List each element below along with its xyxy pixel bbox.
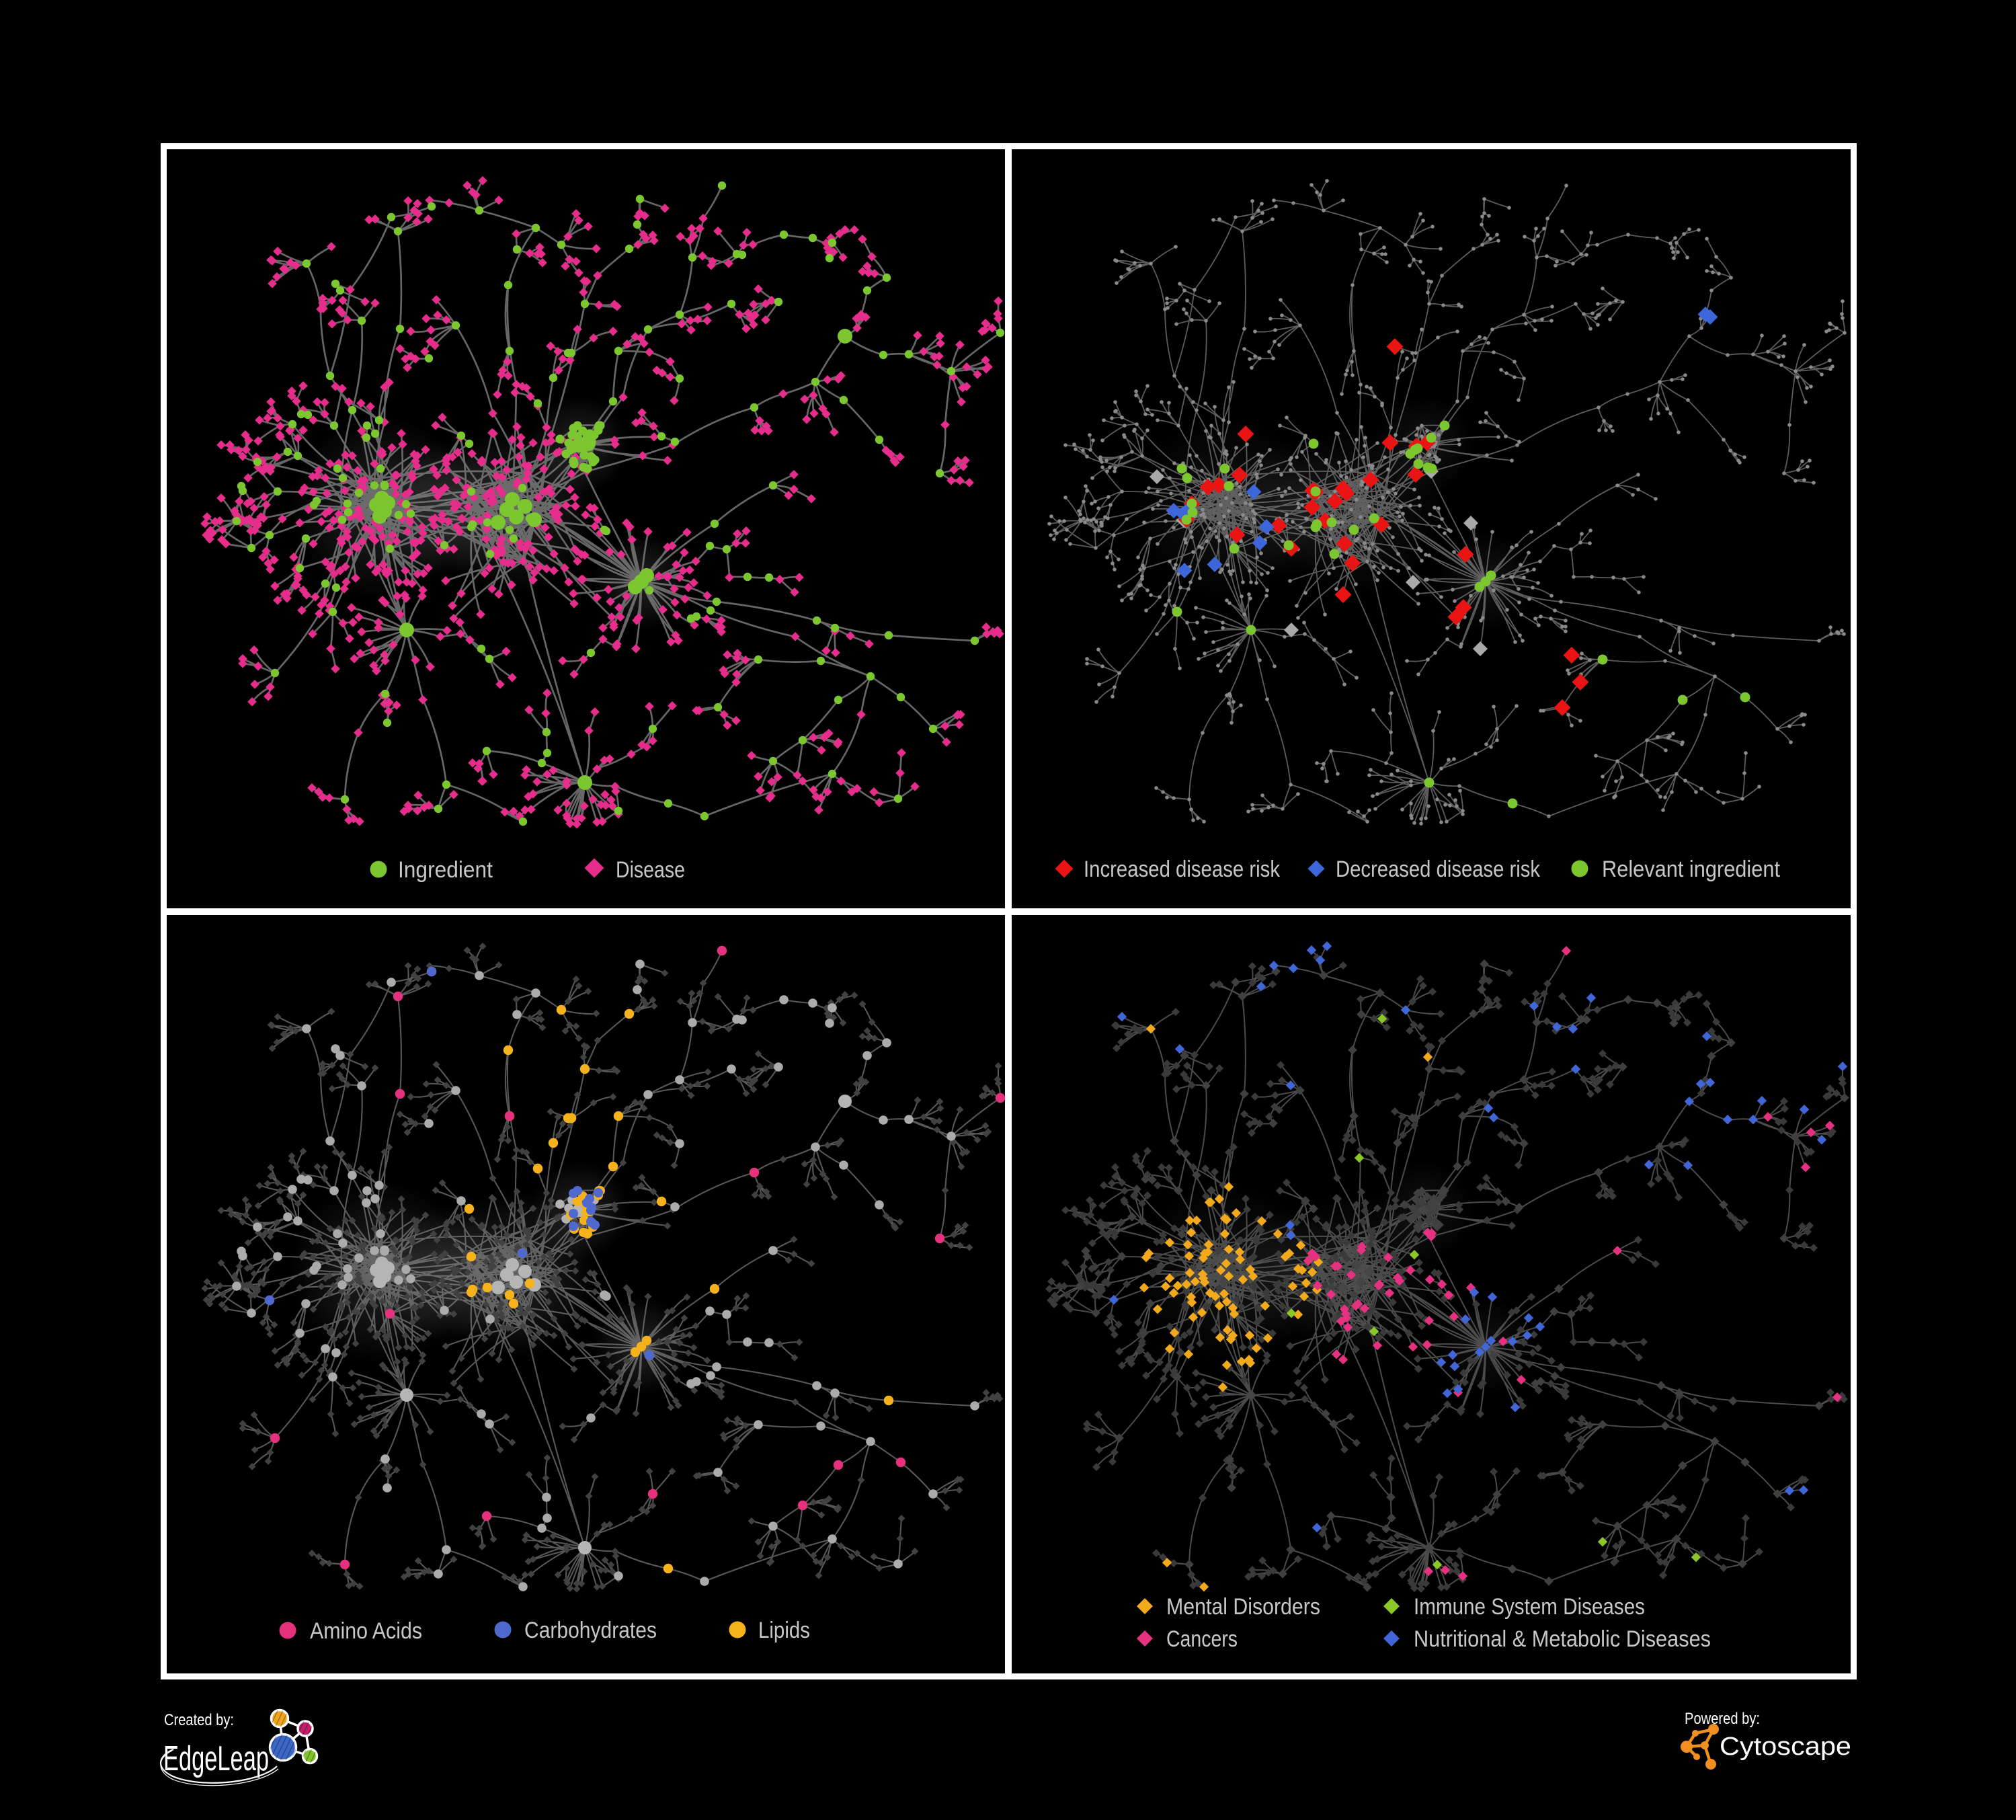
svg-text:EdgeLeap: EdgeLeap (163, 1739, 269, 1778)
svg-text:Mental Disorders: Mental Disorders (1166, 1594, 1320, 1620)
svg-text:Carbohydrates: Carbohydrates (524, 1618, 657, 1643)
svg-text:Powered by:: Powered by: (1685, 1710, 1760, 1728)
svg-text:Lipids: Lipids (758, 1618, 810, 1643)
svg-text:Amino Acids: Amino Acids (310, 1618, 422, 1644)
svg-text:Increased disease risk: Increased disease risk (1084, 857, 1281, 882)
svg-text:Created by:: Created by: (164, 1711, 234, 1729)
svg-text:Disease: Disease (616, 857, 685, 883)
svg-text:Nutritional & Metabolic Diseas: Nutritional & Metabolic Diseases (1414, 1626, 1711, 1652)
svg-text:Ingredient: Ingredient (398, 857, 493, 883)
svg-text:Relevant ingredient: Relevant ingredient (1602, 857, 1781, 882)
svg-text:Cancers: Cancers (1166, 1626, 1238, 1652)
svg-text:Decreased disease risk: Decreased disease risk (1336, 857, 1541, 882)
svg-text:Immune System Diseases: Immune System Diseases (1414, 1594, 1645, 1620)
svg-text:Cytoscape: Cytoscape (1720, 1733, 1851, 1761)
